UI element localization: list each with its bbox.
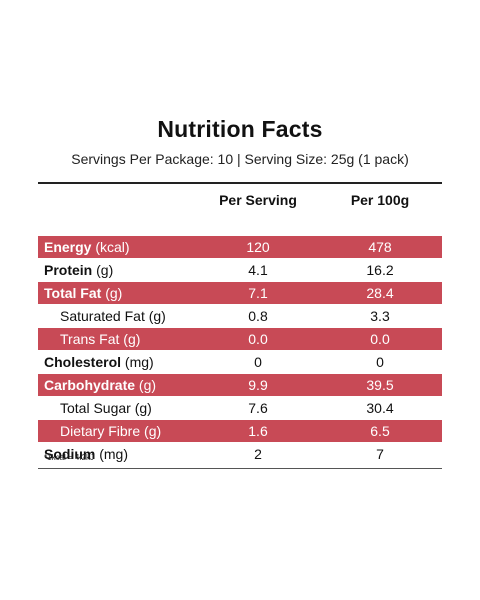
nutrient-unit: (g) (123, 331, 141, 347)
bottom-divider (38, 468, 442, 469)
nutrient-unit: (mg) (124, 354, 154, 370)
per-100g-value: 3.3 (318, 305, 442, 328)
nutrient-name: Sodium (44, 446, 96, 462)
nutrient-unit: (mg) (99, 446, 129, 462)
table-header-row: Per Serving Per 100g (38, 187, 442, 213)
per-serving-header: Per Serving (219, 192, 297, 208)
table-row-total-fat: Total Fat (g) 7.1 28.4 (38, 282, 442, 305)
per-serving-value: 120 (198, 236, 318, 259)
nutrition-table: Per Serving Per 100g Energy (kcal) 120 4… (38, 187, 442, 466)
per-100g-value: 6.5 (318, 420, 442, 443)
nutrient-name: Dietary Fibre (60, 423, 141, 439)
table-row-cholesterol: Cholesterol (mg) 0 0 (38, 351, 442, 374)
nutrient-name: Trans Fat (60, 331, 120, 347)
page-title: Nutrition Facts (157, 116, 323, 142)
table-row-protein: Protein (g) 4.1 16.2 (38, 259, 442, 282)
per-serving-value: 7.1 (198, 282, 318, 305)
per-serving-value: 0 (198, 351, 318, 374)
per-100g-value: 0 (318, 351, 442, 374)
table-row-saturated-fat: Saturated Fat (g) 0.8 3.3 (38, 305, 442, 328)
nutrient-name: Carbohydrate (44, 377, 136, 393)
per-serving-value: 4.1 (198, 259, 318, 282)
per-serving-value: 1.6 (198, 420, 318, 443)
per-100g-value: 28.4 (318, 282, 442, 305)
table-row-energy: Energy (kcal) 120 478 (38, 236, 442, 259)
nutrient-name: Saturated Fat (60, 308, 145, 324)
per-100g-value: 0.0 (318, 328, 442, 351)
per-100g-value: 478 (318, 236, 442, 259)
per-100g-value: 30.4 (318, 397, 442, 420)
nutrient-name: Energy (44, 239, 92, 255)
nutrient-header (38, 187, 198, 213)
nutrient-unit: (g) (148, 308, 166, 324)
table-row-dietary-fibre: Dietary Fibre (g) 1.6 6.5 (38, 420, 442, 443)
per-serving-value: 9.9 (198, 374, 318, 397)
nutrient-name: Total Sugar (60, 400, 131, 416)
per-serving-value: 2 (198, 443, 318, 466)
table-row-total-sugar: Total Sugar (g) 7.6 30.4 (38, 397, 442, 420)
per-serving-value: 0.0 (198, 328, 318, 351)
nutrient-name: Protein (44, 262, 93, 278)
serving-info: Servings Per Package: 10 | Serving Size:… (71, 151, 409, 167)
nutrient-unit: (kcal) (95, 239, 130, 255)
footnote: *1kcal = 4.2kJ (44, 453, 95, 462)
per-100g-value: 16.2 (318, 259, 442, 282)
nutrient-name: Total Fat (44, 285, 102, 301)
table-row-trans-fat: Trans Fat (g) 0.0 0.0 (38, 328, 442, 351)
nutrient-unit: (g) (134, 400, 152, 416)
top-divider (38, 182, 442, 184)
table-row-sodium: Sodium (mg) 2 7 (38, 443, 442, 466)
nutrient-unit: (g) (144, 423, 162, 439)
per-100g-value: 7 (318, 443, 442, 466)
nutrient-unit: (g) (96, 262, 114, 278)
table-row-carbohydrate: Carbohydrate (g) 9.9 39.5 (38, 374, 442, 397)
per-serving-value: 0.8 (198, 305, 318, 328)
per-serving-value: 7.6 (198, 397, 318, 420)
per-100g-value: 39.5 (318, 374, 442, 397)
nutrient-unit: (g) (105, 285, 123, 301)
per-100g-header: Per 100g (350, 192, 410, 208)
nutrient-unit: (g) (138, 377, 157, 393)
nutrient-name: Cholesterol (44, 354, 122, 370)
